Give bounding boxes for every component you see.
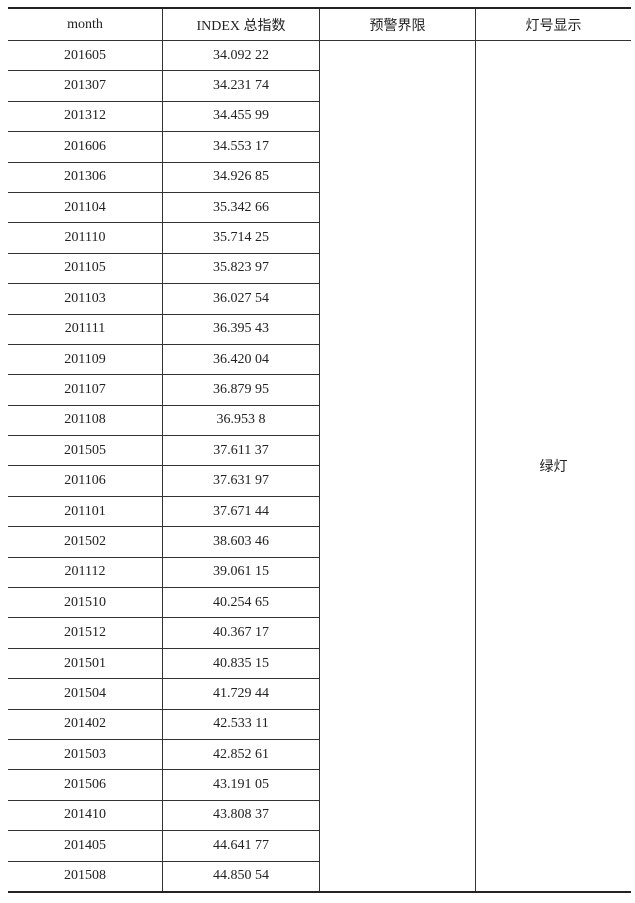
table-row: 201110 35.714 25 bbox=[8, 222, 631, 254]
table-row: 201111 36.395 43 bbox=[8, 313, 631, 345]
table-row: 201402 42.533 11 bbox=[8, 708, 631, 740]
index-cell: 35.823 97 bbox=[162, 252, 320, 285]
index-cell: 42.533 11 bbox=[162, 708, 320, 740]
index-cell: 41.729 44 bbox=[162, 678, 320, 710]
month-cell: 201104 bbox=[8, 191, 163, 224]
index-cell: 40.835 15 bbox=[162, 647, 320, 680]
index-cell: 37.631 97 bbox=[162, 465, 320, 497]
header-warning-limit: 预警界限 bbox=[319, 7, 476, 41]
index-cell: 44.850 54 bbox=[162, 860, 320, 893]
table-row: 201105 35.823 97 bbox=[8, 252, 631, 285]
table-row: 201101 37.671 44 bbox=[8, 495, 631, 528]
table-row: 201510 40.254 65 bbox=[8, 587, 631, 619]
table-row: 201405 44.641 77 bbox=[8, 830, 631, 862]
table-row: 201312 34.455 99 bbox=[8, 100, 631, 133]
index-cell: 43.808 37 bbox=[162, 799, 320, 832]
table-row: 201606 34.553 17 bbox=[8, 131, 631, 163]
month-cell: 201106 bbox=[8, 465, 163, 497]
month-cell: 201101 bbox=[8, 495, 163, 528]
table-row: 201108 36.953 8 bbox=[8, 404, 631, 437]
month-cell: 201111 bbox=[8, 313, 163, 345]
month-cell: 201312 bbox=[8, 100, 163, 133]
index-cell: 43.191 05 bbox=[162, 769, 320, 801]
index-cell: 37.611 37 bbox=[162, 435, 320, 467]
index-cell: 35.342 66 bbox=[162, 191, 320, 224]
table-row: 201503 42.852 61 bbox=[8, 738, 631, 771]
month-cell: 201108 bbox=[8, 404, 163, 437]
index-warning-table: month INDEX 总指数 预警界限 灯号显示 201605 34.092 2… bbox=[8, 7, 631, 893]
index-cell: 42.852 61 bbox=[162, 738, 320, 771]
table-row: 201306 34.926 85 bbox=[8, 161, 631, 193]
table-row: 201508 44.850 54 bbox=[8, 860, 631, 893]
index-cell: 34.092 22 bbox=[162, 39, 320, 72]
month-cell: 201512 bbox=[8, 617, 163, 649]
month-cell: 201502 bbox=[8, 526, 163, 558]
header-row: month INDEX 总指数 预警界限 灯号显示 bbox=[8, 7, 631, 41]
month-cell: 201307 bbox=[8, 70, 163, 102]
light-signal-cell: 绿灯 bbox=[475, 39, 631, 893]
table-row: 201106 37.631 97 bbox=[8, 465, 631, 497]
table-row: 201501 40.835 15 bbox=[8, 647, 631, 680]
index-cell: 36.395 43 bbox=[162, 313, 320, 345]
index-cell: 40.254 65 bbox=[162, 587, 320, 619]
index-cell: 36.953 8 bbox=[162, 404, 320, 437]
header-light-signal: 灯号显示 bbox=[475, 7, 631, 41]
month-cell: 201109 bbox=[8, 343, 163, 376]
index-cell: 34.926 85 bbox=[162, 161, 320, 193]
month-cell: 201410 bbox=[8, 799, 163, 832]
table-row: 201112 39.061 15 bbox=[8, 556, 631, 589]
header-month: month bbox=[8, 7, 163, 41]
index-cell: 40.367 17 bbox=[162, 617, 320, 649]
table-row: 201103 36.027 54 bbox=[8, 283, 631, 315]
index-cell: 38.603 46 bbox=[162, 526, 320, 558]
month-cell: 201110 bbox=[8, 222, 163, 254]
month-cell: 201103 bbox=[8, 283, 163, 315]
month-cell: 201306 bbox=[8, 161, 163, 193]
month-cell: 201606 bbox=[8, 131, 163, 163]
index-cell: 34.455 99 bbox=[162, 100, 320, 133]
month-cell: 201112 bbox=[8, 556, 163, 589]
month-cell: 201508 bbox=[8, 860, 163, 893]
month-cell: 201605 bbox=[8, 39, 163, 72]
index-cell: 44.641 77 bbox=[162, 830, 320, 862]
index-cell: 39.061 15 bbox=[162, 556, 320, 589]
month-cell: 201107 bbox=[8, 374, 163, 406]
index-cell: 37.671 44 bbox=[162, 495, 320, 528]
index-cell: 34.231 74 bbox=[162, 70, 320, 102]
index-cell: 36.027 54 bbox=[162, 283, 320, 315]
month-cell: 201405 bbox=[8, 830, 163, 862]
warning-limit-cell bbox=[319, 39, 476, 893]
month-cell: 201503 bbox=[8, 738, 163, 771]
table-row: 201605 34.092 22 绿灯 bbox=[8, 39, 631, 893]
table-row: 201502 38.603 46 bbox=[8, 526, 631, 558]
index-cell: 35.714 25 bbox=[162, 222, 320, 254]
table-row: 201504 41.729 44 bbox=[8, 678, 631, 710]
table-row: 201307 34.231 74 bbox=[8, 70, 631, 102]
table-row: 201512 40.367 17 bbox=[8, 617, 631, 649]
table-row: 201506 43.191 05 bbox=[8, 769, 631, 801]
month-cell: 201504 bbox=[8, 678, 163, 710]
table-row: 201410 43.808 37 bbox=[8, 799, 631, 832]
month-cell: 201105 bbox=[8, 252, 163, 285]
index-cell: 34.553 17 bbox=[162, 131, 320, 163]
header-index: INDEX 总指数 bbox=[162, 7, 320, 41]
month-cell: 201402 bbox=[8, 708, 163, 740]
month-cell: 201501 bbox=[8, 647, 163, 680]
table-row: 201104 35.342 66 bbox=[8, 191, 631, 224]
month-cell: 201505 bbox=[8, 435, 163, 467]
month-cell: 201510 bbox=[8, 587, 163, 619]
index-cell: 36.420 04 bbox=[162, 343, 320, 376]
month-cell: 201506 bbox=[8, 769, 163, 801]
index-cell: 36.879 95 bbox=[162, 374, 320, 406]
